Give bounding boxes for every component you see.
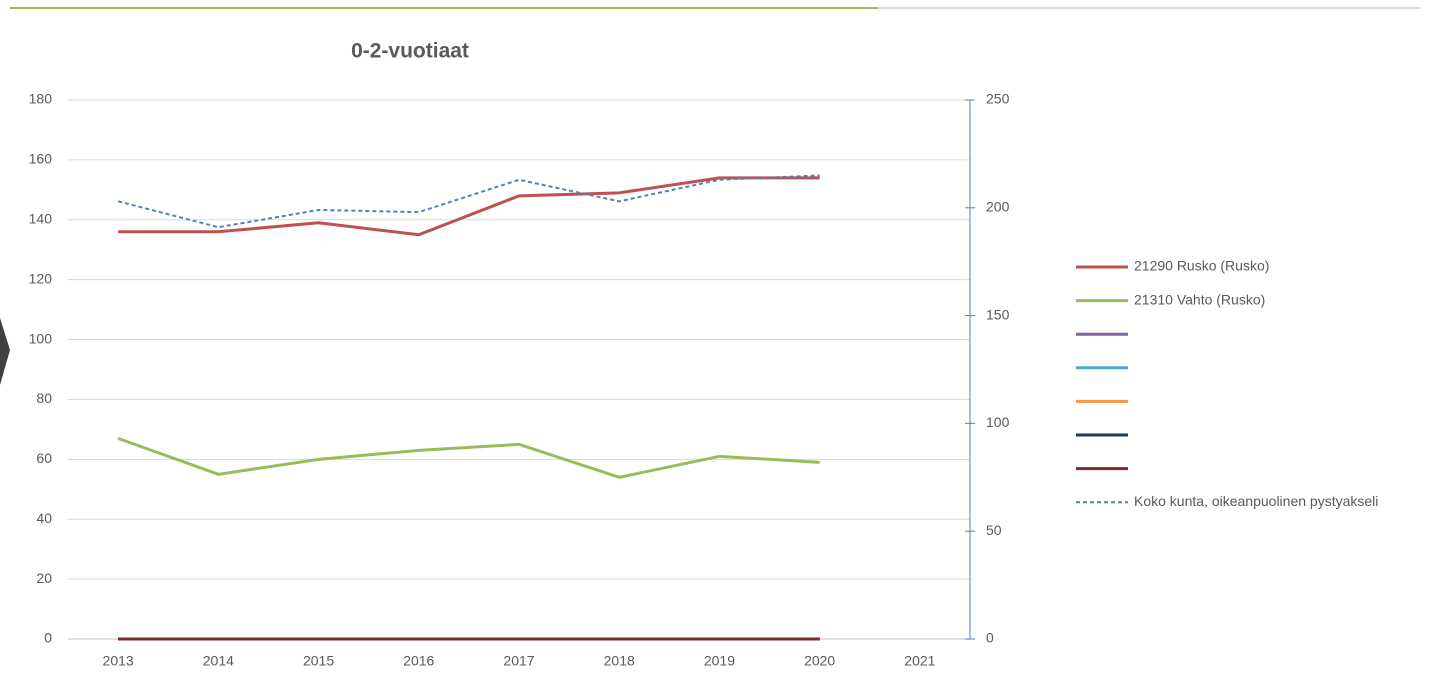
y2-tick-label: 50 — [986, 522, 1002, 538]
legend-label: Koko kunta, oikeanpuolinen pystyakseli — [1134, 493, 1378, 509]
y2-tick-label: 150 — [986, 306, 1010, 322]
x-tick-label: 2013 — [103, 653, 134, 669]
y-tick-label: 80 — [36, 390, 52, 406]
y-tick-label: 40 — [36, 510, 52, 526]
side-arrow — [0, 318, 10, 385]
y-tick-label: 100 — [29, 330, 53, 346]
y2-tick-label: 0 — [986, 630, 994, 646]
chart-title: 0-2-vuotiaat — [351, 40, 469, 63]
y2-tick-label: 100 — [986, 414, 1010, 430]
y-tick-label: 20 — [36, 570, 52, 586]
x-tick-label: 2019 — [704, 653, 735, 669]
x-tick-label: 2014 — [203, 653, 234, 669]
y2-tick-label: 200 — [986, 199, 1010, 215]
x-tick-label: 2017 — [503, 653, 534, 669]
y-tick-label: 0 — [44, 630, 52, 646]
x-tick-label: 2018 — [604, 653, 635, 669]
series-line — [117, 436, 820, 479]
x-tick-label: 2015 — [303, 653, 334, 669]
y-tick-label: 140 — [29, 210, 53, 226]
legend-label: 21310 Vahto (Rusko) — [1134, 291, 1265, 307]
y2-tick-label: 250 — [986, 91, 1010, 107]
series-line — [118, 176, 820, 237]
y-tick-label: 180 — [29, 91, 53, 107]
x-tick-label: 2016 — [403, 653, 434, 669]
x-tick-label: 2021 — [904, 653, 935, 669]
series-line — [117, 174, 820, 229]
y-tick-label: 60 — [36, 450, 52, 466]
legend-label: 21290 Rusko (Rusko) — [1134, 258, 1269, 274]
y-tick-label: 160 — [29, 151, 53, 167]
y-tick-label: 120 — [29, 270, 53, 286]
x-tick-label: 2020 — [804, 653, 835, 669]
